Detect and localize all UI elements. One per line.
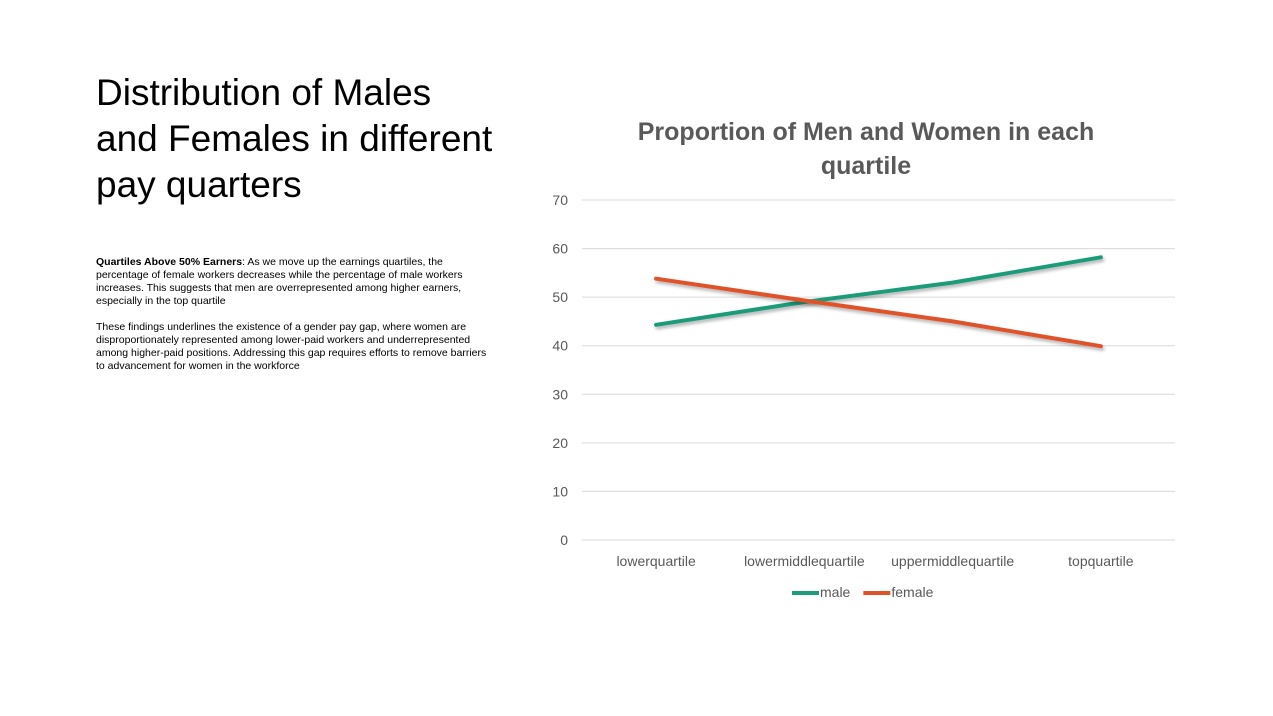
x-tick-label: topquartile [1068,553,1134,569]
paragraph-quartiles-lead: Quartiles Above 50% Earners [96,256,243,268]
y-tick-label: 40 [552,338,568,354]
paragraph-quartiles-body: : As we move up the earnings quartiles, … [96,256,463,307]
legend-label-male: male [820,584,851,600]
y-tick-label: 10 [552,483,568,499]
paragraph-quartiles: Quartiles Above 50% Earners: As we move … [96,256,491,308]
series-line-female [654,276,1103,349]
series-line-male [654,255,1103,327]
paragraph-findings: These findings underlines the existence … [96,321,487,372]
chart-title-line-1: Proportion of Men and Women in each [638,118,1095,146]
y-axis-ticks: 0 10 20 30 40 50 60 70 [552,192,568,548]
y-tick-label: 70 [552,192,568,208]
chart-title: Proportion of Men and Women in each quart… [638,118,1095,180]
x-tick-label: lowermiddlequartile [744,553,865,569]
chart-gridlines [582,199,1175,541]
slide-title: Distribution of Males and Females in dif… [96,72,493,205]
slide-body-text: Quartiles Above 50% Earners: As we move … [96,256,491,386]
y-tick-label: 20 [552,435,568,451]
y-tick-label: 30 [552,386,568,402]
y-tick-label: 60 [552,241,568,257]
legend-label-female: female [891,584,933,600]
chart-title-line-2: quartile [821,152,911,180]
x-axis-ticks: lowerquartile lowermiddlequartile uppermid… [616,553,1133,569]
y-tick-label: 50 [552,289,568,305]
x-tick-label: lowerquartile [616,553,696,569]
y-tick-label: 0 [560,532,568,548]
chart-series [654,255,1103,349]
chart-legend: male female [792,584,934,600]
x-tick-label: uppermiddlequartile [891,553,1014,569]
